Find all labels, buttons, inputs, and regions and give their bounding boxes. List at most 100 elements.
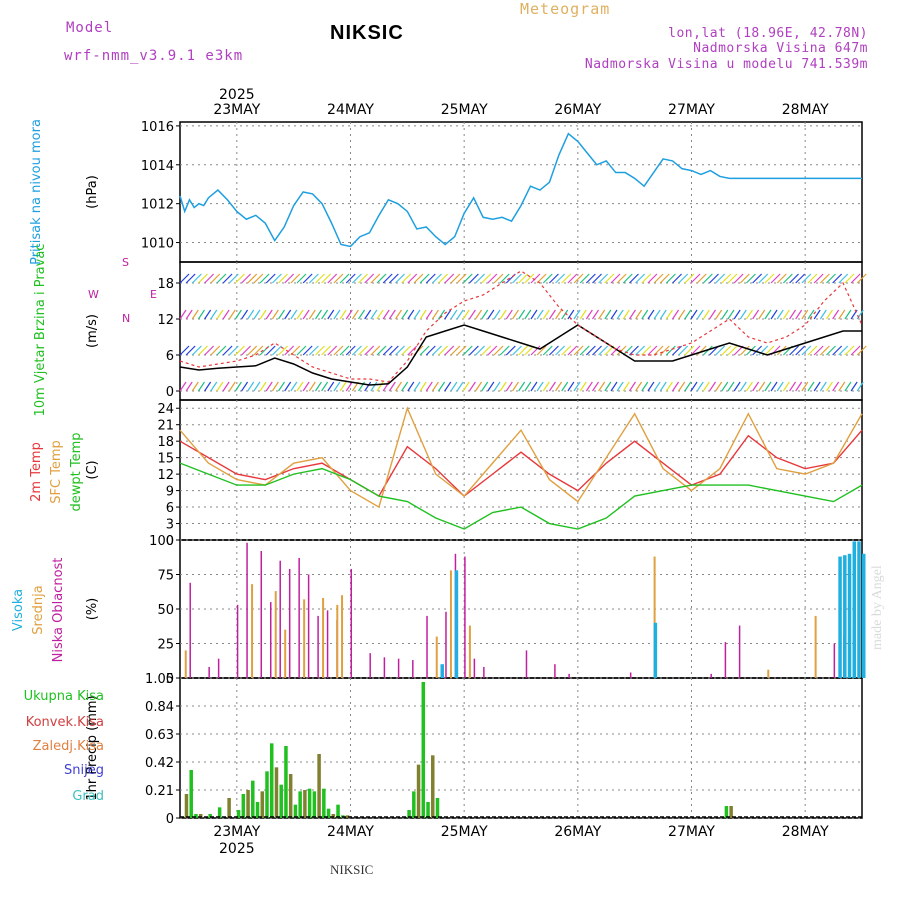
wind-barb [690, 381, 698, 392]
precip-bar [189, 770, 193, 818]
wind-barb [585, 273, 596, 284]
wind-barb [555, 345, 565, 356]
wind-barb [672, 345, 682, 356]
wind-barb [425, 273, 436, 284]
wind-barb [444, 273, 455, 284]
wind-barb [197, 309, 205, 320]
wind-barb [518, 309, 526, 320]
y-axis-label: (hPa) [85, 175, 100, 209]
wind-barb [696, 273, 707, 284]
wind-barb [339, 345, 350, 356]
low-cloud-bar [724, 642, 727, 678]
wind-barb [592, 309, 600, 320]
temp-2m-title: 2m Temp [29, 442, 44, 502]
wind-barb [641, 345, 652, 356]
wind-barb [376, 381, 384, 392]
wind-barb [542, 309, 550, 320]
wind-barb [672, 273, 682, 284]
wind-barb [382, 273, 393, 284]
wind-barb [382, 345, 393, 356]
wind-barb [776, 273, 787, 284]
wind-barb [592, 345, 602, 356]
wind-barb [358, 309, 366, 320]
wind-barb [419, 309, 427, 320]
wind-barb [641, 381, 649, 392]
wind-barb [696, 381, 704, 392]
wind-barb [678, 309, 686, 320]
wind-barb [438, 273, 449, 284]
mid-cloud-bar [767, 669, 770, 678]
wind-barb [567, 273, 578, 284]
wind-barb [789, 309, 797, 320]
wind-barb [561, 381, 569, 392]
wind-barb [838, 381, 846, 392]
precip-bar [260, 791, 265, 818]
wind-barb [247, 273, 258, 284]
wind-barb [838, 273, 849, 284]
wind-barb [555, 273, 565, 284]
wind-barb [702, 273, 713, 284]
wind-barb [555, 381, 563, 392]
low-cloud-bar [260, 551, 263, 678]
wind-barb [850, 345, 861, 356]
wind-barb [567, 345, 578, 356]
y-tick-label: 1010 [141, 237, 174, 252]
wind-barb [665, 345, 676, 356]
wind-barb [191, 381, 199, 392]
precip-bar [303, 790, 307, 818]
low-cloud-bar [710, 673, 712, 678]
date-top-label: 26MAY [554, 102, 601, 118]
wind-barb [228, 345, 239, 356]
precip-bar [416, 764, 421, 818]
low-cloud-bar [473, 658, 476, 678]
wind-barb [844, 345, 855, 356]
wind-barb [672, 309, 680, 320]
wind-barb [296, 345, 307, 356]
low-cloud-bar [568, 673, 570, 678]
wind-barb [413, 273, 424, 284]
wind-barb [505, 381, 513, 392]
wind-barb [401, 273, 412, 284]
wind-barb [394, 309, 402, 320]
wind-barb [432, 273, 442, 284]
pressure-line [179, 132, 862, 248]
wind-barb [271, 273, 282, 284]
low-cloud-bar [307, 574, 310, 678]
mid-cloud-bar [814, 615, 817, 678]
high-cloud-bar [857, 541, 861, 678]
wind-barb [185, 309, 193, 320]
wind-barb [511, 381, 519, 392]
wind-barb [856, 273, 867, 284]
wind-barb [432, 345, 442, 356]
wind-barb [247, 381, 255, 392]
wind-barb [752, 309, 760, 320]
wind-barb [795, 381, 803, 392]
precip-bar [336, 804, 340, 818]
wind-barb [228, 273, 239, 284]
wind-barb [481, 273, 492, 284]
date-bottom-label: 24MAY [327, 824, 374, 840]
wind-barb [585, 345, 596, 356]
wind-barb [481, 345, 492, 356]
wind-barb [210, 273, 221, 284]
low-cloud-bar [288, 568, 291, 678]
wind-barb [782, 309, 790, 320]
wind-barb [746, 273, 756, 284]
wind-barb [825, 309, 833, 320]
wind-barb [764, 273, 775, 284]
precip-bar [345, 815, 350, 818]
wind-barb [721, 309, 729, 320]
wind-barb [733, 381, 741, 392]
wind-barb [204, 381, 212, 392]
wind-barb [622, 381, 630, 392]
wind-barb [351, 273, 362, 284]
wind-barb [376, 273, 387, 284]
wind-barb [179, 345, 190, 356]
wind-barb [450, 309, 458, 320]
wind-barb [468, 273, 479, 284]
wind-barb [505, 309, 513, 320]
wind-barb [462, 381, 470, 392]
wind-barb [752, 381, 760, 392]
wind-barb [487, 381, 495, 392]
wind-barb [290, 309, 298, 320]
